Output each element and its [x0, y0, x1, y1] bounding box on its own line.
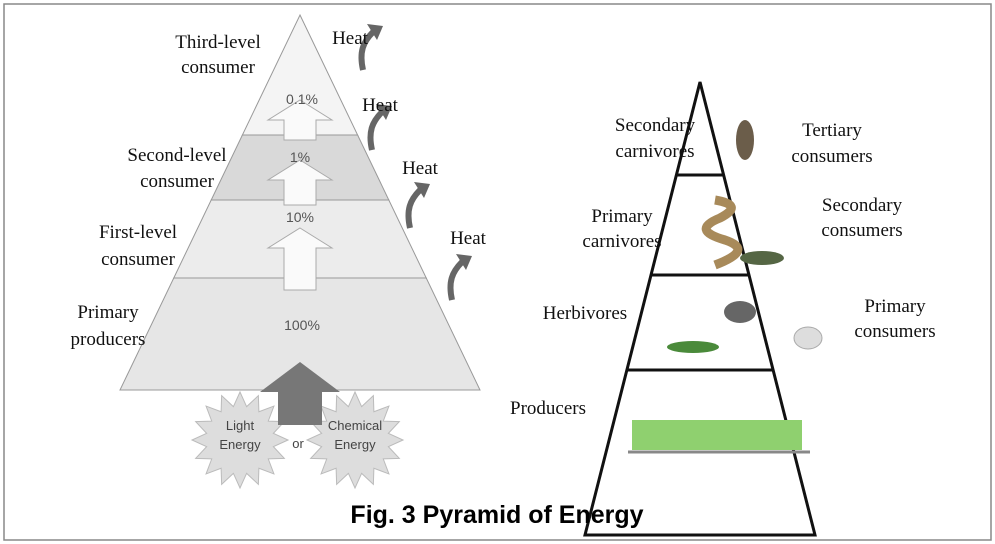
level-label: Tertiary [802, 120, 862, 141]
level-label: consumer [140, 171, 215, 192]
level-label: consumer [181, 57, 256, 78]
level-label: carnivores [582, 231, 661, 252]
diagram: Third-level consumer Second-level consum… [0, 0, 995, 544]
level-label: Primary [864, 296, 926, 317]
heat-label: Heat [362, 95, 399, 116]
level-label: consumers [854, 321, 935, 342]
level-label: consumers [821, 220, 902, 241]
grass-icon [632, 420, 802, 450]
shrew-icon [740, 251, 784, 265]
level-label: Third-level [175, 32, 260, 53]
level-label: producers [71, 329, 146, 350]
level-label: Secondary [615, 115, 696, 136]
grasshopper-icon [667, 341, 719, 353]
caption: Fig. 3 Pyramid of Energy [350, 501, 643, 529]
heat-label: Heat [402, 158, 439, 179]
level-label: Producers [510, 398, 586, 419]
source-label: Light [226, 418, 255, 433]
percent: 0.1% [286, 91, 318, 107]
source-label: Energy [334, 437, 376, 452]
frame [4, 4, 991, 540]
level-label: consumers [791, 146, 872, 167]
rabbit-icon [794, 327, 822, 349]
percent: 1% [290, 149, 310, 165]
level-label: consumer [101, 249, 176, 270]
mouse-icon [724, 301, 756, 323]
owl-icon [736, 120, 754, 160]
percent: 10% [286, 209, 314, 225]
level-label: Primary [77, 302, 139, 323]
level-label: Secondary [822, 195, 903, 216]
source-label: Chemical [328, 418, 382, 433]
source-label: Energy [219, 437, 261, 452]
percent: 100% [284, 317, 320, 333]
level-label: carnivores [615, 141, 694, 162]
heat-label: Heat [332, 28, 369, 49]
level-label: Second-level [127, 145, 226, 166]
heat-label: Heat [450, 228, 487, 249]
level-label: First-level [99, 222, 177, 243]
level-label: Herbivores [543, 303, 627, 324]
source-connector: or [292, 436, 304, 451]
level-label: Primary [591, 206, 653, 227]
